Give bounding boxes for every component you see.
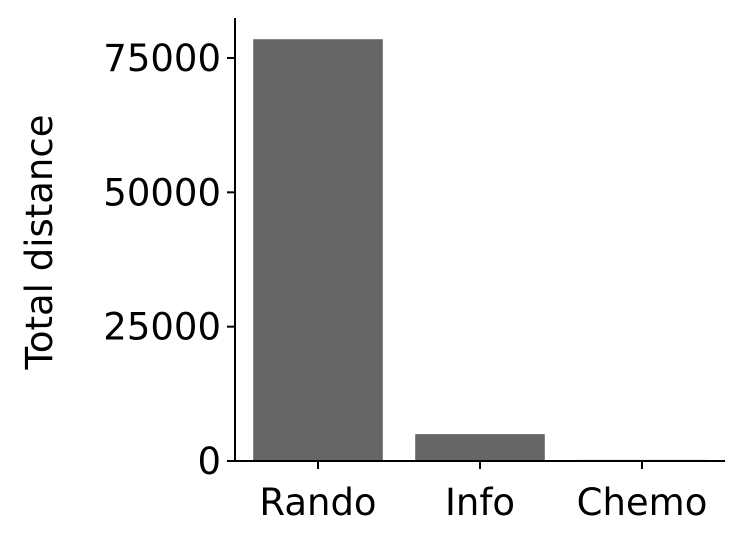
y-axis-title: Total distance: [18, 115, 61, 371]
y-tick-label: 50000: [103, 171, 221, 214]
y-tick-label: 75000: [103, 37, 221, 80]
x-tick-label: Rando: [259, 481, 376, 524]
y-axis: 0 25000 50000 75000: [103, 18, 236, 483]
bars-group: [253, 39, 707, 461]
y-tick-label: 0: [197, 440, 221, 483]
bar-rando: [253, 39, 383, 461]
bar-info: [415, 434, 545, 461]
x-tick-label: Chemo: [577, 481, 708, 524]
x-axis: Rando Info Chemo: [234, 460, 725, 524]
y-tick-label: 25000: [103, 306, 221, 349]
x-tick-label: Info: [445, 481, 515, 524]
